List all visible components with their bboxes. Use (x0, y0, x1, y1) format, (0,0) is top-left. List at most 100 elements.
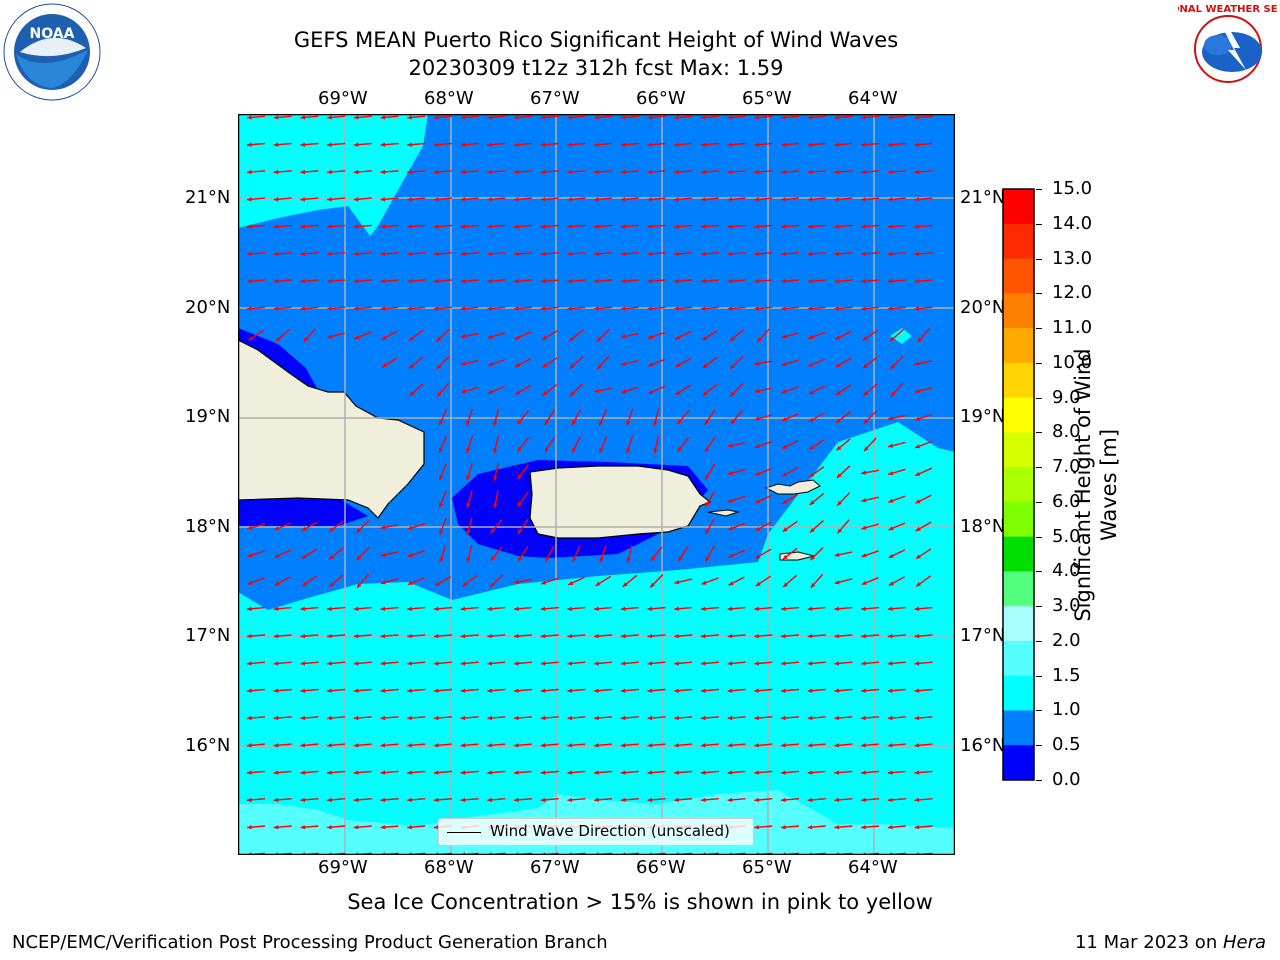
colorbar-label-line2: Waves [m] (1097, 428, 1121, 542)
lon-tick-top-69: 69°W (318, 88, 368, 109)
arrow-head (300, 715, 306, 721)
colorbar-tick-label: 11.0 (1052, 317, 1093, 339)
arrow-head (594, 797, 599, 803)
arrow-head (861, 224, 866, 229)
arrow-head (701, 580, 707, 585)
arrow-head (247, 115, 252, 120)
arrow-head (487, 197, 492, 202)
arrow-head (273, 743, 279, 748)
arrow-head (621, 334, 626, 339)
arrow-head (273, 633, 279, 639)
arrow-head (356, 583, 362, 588)
arrow-head (700, 115, 706, 120)
arrow-head (807, 715, 813, 721)
arrow-head (781, 715, 786, 721)
arrow-head (300, 797, 306, 803)
colorbar-tick-mark (1036, 640, 1042, 642)
arrow-head (544, 419, 549, 425)
arrow-head (380, 224, 386, 229)
lat-tick-left-20: 20°N (185, 297, 231, 318)
colorbar-tick-label: 0.5 (1052, 734, 1081, 756)
arrow-head (569, 336, 575, 341)
arrow-head (353, 688, 359, 693)
arrow-head (273, 661, 279, 666)
arrow-head (540, 688, 546, 693)
arrow-head (705, 556, 710, 562)
arrow-head (433, 797, 439, 803)
colorbar (1002, 188, 1035, 781)
lon-tick-top-65: 65°W (742, 88, 792, 109)
arrow-head (650, 555, 656, 561)
colorbar-tick-label: 0.0 (1052, 769, 1081, 790)
arrow-head (674, 606, 679, 611)
arrow-head (407, 224, 412, 229)
arrow-head (620, 606, 626, 611)
wave-blob-ne (890, 328, 912, 344)
arrow-head (915, 471, 921, 476)
colorbar-tick-mark (1036, 293, 1042, 295)
arrow-head (781, 251, 786, 257)
arrow-head (353, 142, 359, 147)
lat-tick-right-19: 19°N (960, 406, 1006, 427)
arrow-head (247, 197, 252, 202)
arrow-head (727, 251, 733, 257)
arrow-head (493, 475, 498, 481)
arrow-head (380, 169, 386, 175)
arrow-head (273, 770, 279, 775)
arrow-head (327, 606, 332, 611)
arrow-head (466, 530, 471, 536)
arrow-head (487, 251, 492, 257)
arrow-head (700, 169, 706, 175)
arrow-head (620, 115, 626, 120)
arrow-head (466, 502, 471, 508)
arrow-head (834, 715, 840, 721)
arrow-head (380, 525, 386, 530)
arrow-head (674, 743, 679, 748)
arrow-head (782, 554, 788, 560)
arrow-head (490, 528, 496, 534)
arrow-head (541, 580, 547, 585)
arrow-head (916, 554, 921, 559)
arrow-head (700, 279, 706, 284)
arrow-head (433, 224, 439, 229)
colorbar-band (1003, 397, 1034, 433)
wave-height-map (238, 114, 955, 855)
lat-tick-left-21: 21°N (185, 187, 231, 208)
arrow-head (781, 661, 786, 666)
arrow-head (781, 417, 787, 422)
colorbar-tick-label: 13.0 (1052, 247, 1093, 269)
lon-tick-bottom-66: 66°W (636, 857, 686, 878)
arrow-head (327, 279, 332, 284)
arrow-head (514, 633, 519, 639)
arrow-head (567, 224, 573, 229)
arrow-head (514, 251, 519, 257)
colorbar-tick-label: 1.5 (1052, 664, 1081, 686)
arrow-head (861, 825, 866, 830)
arrow-head (754, 661, 759, 666)
arrow-head (439, 557, 444, 563)
arrow-head (861, 797, 866, 803)
colorbar-tick-label: 4.0 (1052, 560, 1081, 582)
arrow-head (327, 169, 332, 175)
arrow-head (700, 688, 706, 693)
arrow-head (327, 251, 332, 257)
colorbar-band (1003, 501, 1034, 538)
arrow-head (439, 447, 444, 453)
arrow-head (300, 633, 306, 639)
arrow-head (540, 306, 546, 311)
arrow-head (835, 390, 841, 395)
arrow-head (354, 335, 360, 340)
arrow-head (542, 335, 547, 340)
arrow-head (433, 743, 439, 748)
arrow-head (380, 552, 386, 557)
arrow-head (487, 362, 493, 367)
arrow-head (861, 279, 866, 284)
arrow-head (540, 169, 546, 175)
arrow-head (353, 797, 359, 803)
arrow-head (247, 825, 252, 830)
arrow-head (861, 553, 867, 558)
arrow-head (487, 169, 492, 175)
arrow-head (783, 582, 788, 587)
arrow-head (861, 470, 866, 475)
arrow-head (754, 688, 759, 693)
